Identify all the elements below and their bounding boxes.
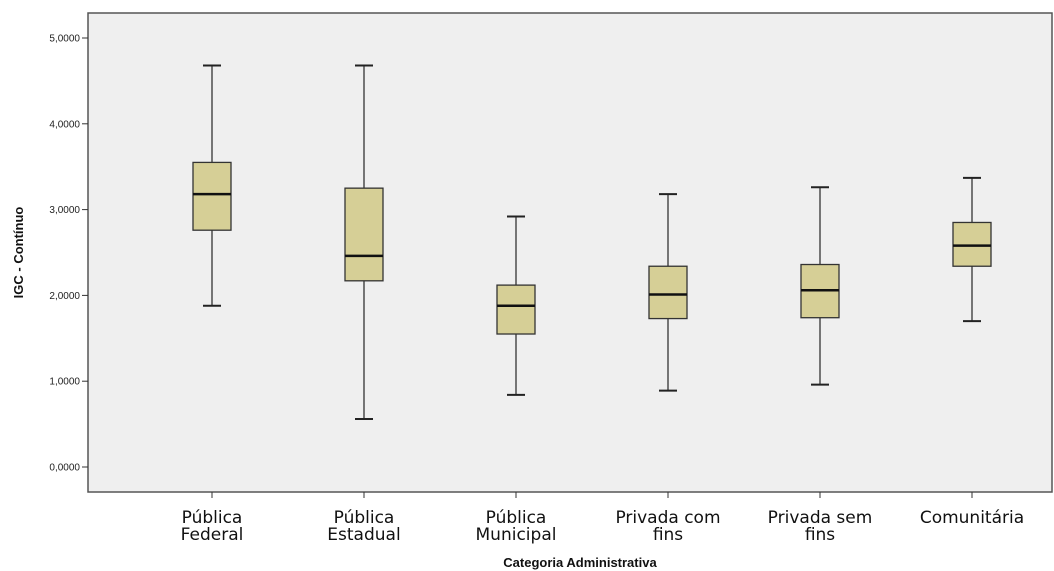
x-tick-label: Comunitária — [920, 508, 1024, 528]
y-tick-label: 2,0000 — [49, 291, 80, 302]
x-tick-label: Pública — [334, 508, 395, 528]
y-tick-label: 3,0000 — [49, 205, 80, 216]
x-tick-label: Privada sem — [768, 508, 873, 528]
iqr-box — [648, 265, 688, 320]
x-tick-label: Privada com — [615, 508, 720, 528]
y-tick-label: 0,0000 — [49, 463, 80, 474]
iqr-box — [192, 161, 232, 231]
x-tick-label: Federal — [181, 525, 244, 545]
box-item — [344, 64, 384, 420]
x-tick-label: Estadual — [327, 525, 400, 545]
box-item — [800, 186, 840, 386]
y-tick-label: 1,0000 — [49, 377, 80, 388]
x-tick-label: fins — [805, 525, 835, 545]
iqr-box — [952, 221, 992, 267]
box-item — [192, 64, 232, 307]
y-tick-label: 5,0000 — [49, 34, 80, 45]
iqr-box — [496, 284, 536, 335]
box-item — [496, 215, 536, 396]
x-axis-title: Categoria Administrativa — [503, 555, 657, 570]
box-item — [648, 193, 688, 392]
iqr-box — [344, 187, 384, 282]
boxes-group — [192, 64, 992, 420]
x-axis: PúblicaFederalPúblicaEstadualPúblicaMuni… — [181, 492, 1024, 545]
y-tick-label: 4,0000 — [49, 119, 80, 130]
x-tick-label: Pública — [182, 508, 243, 528]
x-tick-label: Pública — [486, 508, 547, 528]
y-axis-title: IGC - Contínuo — [11, 207, 26, 299]
x-tick-label: fins — [653, 525, 683, 545]
y-axis: 0,0000 1,0000 2,0000 3,0000 4,0000 5,0000 — [49, 34, 88, 474]
plot-area — [87, 12, 1053, 493]
x-tick-label: Municipal — [476, 525, 557, 545]
box-item — [952, 176, 992, 323]
